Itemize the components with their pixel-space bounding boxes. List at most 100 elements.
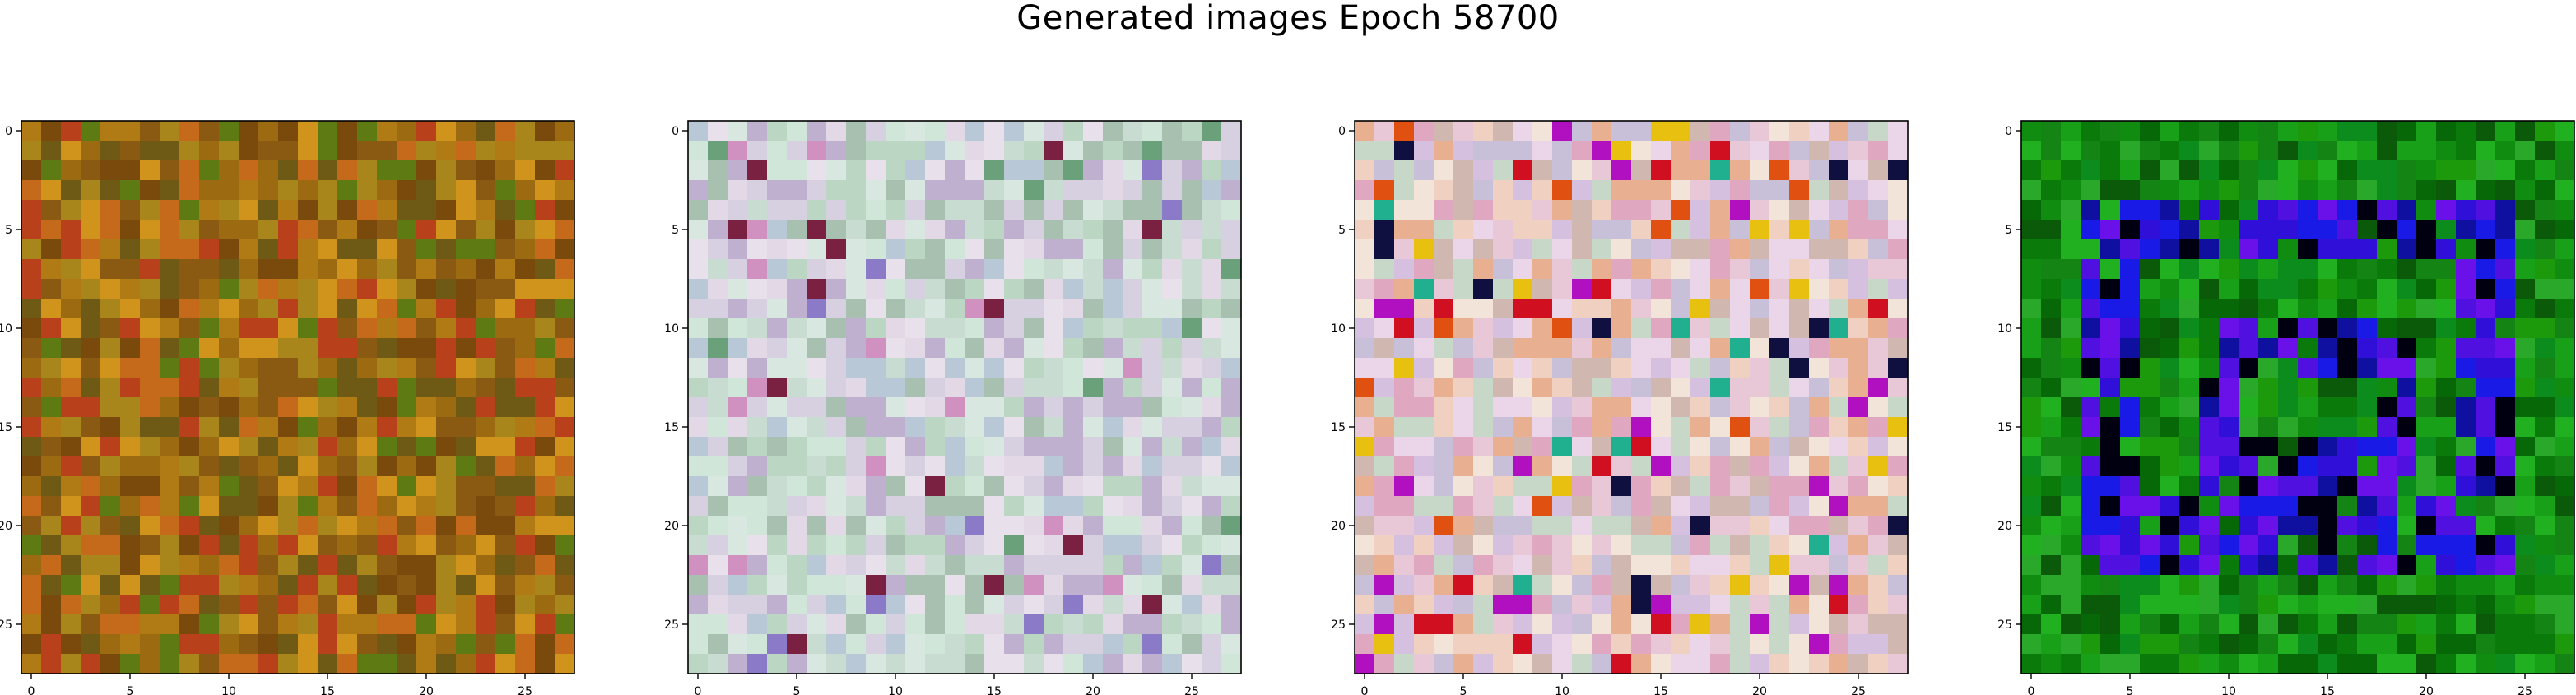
heatmap-cell — [239, 417, 259, 438]
heatmap-cell — [61, 299, 81, 319]
heatmap-cell — [41, 160, 62, 181]
heatmap-cell — [1809, 614, 1830, 635]
heatmap-cell — [397, 160, 417, 181]
heatmap-cell — [2160, 595, 2180, 615]
heatmap-cell — [1848, 654, 1869, 674]
heatmap-cell — [2495, 338, 2516, 359]
heatmap-cell — [2397, 496, 2417, 517]
heatmap-cell — [1473, 397, 1494, 418]
heatmap-cell — [1221, 220, 1242, 240]
heatmap-cell — [495, 378, 516, 398]
heatmap-cell — [476, 239, 496, 260]
heatmap-cell — [160, 259, 180, 280]
heatmap-cell — [1651, 614, 1672, 635]
heatmap-cell — [219, 516, 239, 536]
heatmap-cell — [1809, 476, 1830, 497]
heatmap-cell — [846, 555, 867, 576]
heatmap-cell — [2337, 141, 2358, 161]
heatmap-cell — [515, 180, 536, 201]
heatmap-cell — [965, 516, 985, 536]
heatmap-cell — [2041, 614, 2062, 635]
heatmap-cell — [2476, 180, 2496, 201]
heatmap-cell — [219, 555, 239, 576]
heatmap-cell — [2298, 141, 2318, 161]
heatmap-cell — [2179, 654, 2200, 674]
heatmap-cell — [1123, 456, 1143, 477]
heatmap-cell — [2100, 141, 2121, 161]
heatmap-cell — [555, 239, 575, 260]
heatmap-cell — [747, 279, 768, 299]
heatmap-cell — [1004, 358, 1025, 378]
heatmap-cell — [1374, 634, 1395, 655]
heatmap-cell — [905, 516, 926, 536]
heatmap-cell — [1414, 595, 1434, 615]
heatmap-cell — [2219, 476, 2239, 497]
heatmap-cell — [2357, 496, 2378, 517]
heatmap-cell — [945, 555, 965, 576]
heatmap-cell — [728, 496, 748, 517]
heatmap-cell — [747, 595, 768, 615]
heatmap-cell — [2357, 456, 2378, 477]
heatmap-cell — [436, 595, 457, 615]
heatmap-cell — [1789, 437, 1810, 457]
heatmap-cell — [2436, 180, 2457, 201]
heatmap-cell — [1513, 200, 1533, 220]
heatmap-cell — [1651, 338, 1672, 359]
heatmap-cell — [199, 456, 220, 477]
heatmap-cell — [1829, 417, 1849, 438]
heatmap-cell — [495, 121, 516, 141]
heatmap-cell — [1710, 239, 1731, 260]
heatmap-cell — [1769, 220, 1790, 240]
heatmap-cell — [2081, 358, 2101, 378]
heatmap-cell — [2397, 299, 2417, 319]
heatmap-cell — [2021, 220, 2042, 240]
heatmap-cell — [515, 318, 536, 339]
heatmap-cell — [1434, 555, 1454, 576]
heatmap-cell — [708, 121, 728, 141]
heatmap-cell — [1611, 259, 1632, 280]
heatmap-cell — [1690, 338, 1711, 359]
heatmap-cell — [807, 121, 827, 141]
heatmap-cell — [1355, 595, 1375, 615]
heatmap-cell — [199, 516, 220, 536]
heatmap-cell — [1162, 417, 1183, 438]
heatmap-cell — [2041, 496, 2062, 517]
heatmap-cell — [1730, 496, 1751, 517]
heatmap-cell — [767, 535, 788, 556]
heatmap-cell — [298, 595, 319, 615]
heatmap-cell — [886, 555, 906, 576]
heatmap-cell — [905, 634, 926, 655]
heatmap-cell — [1572, 180, 1593, 201]
heatmap-cell — [905, 437, 926, 457]
heatmap-cell — [2416, 358, 2437, 378]
heatmap-cell — [787, 535, 807, 556]
heatmap-cell — [2021, 437, 2042, 457]
heatmap-cell — [179, 575, 200, 595]
heatmap-cell — [1044, 555, 1064, 576]
heatmap-cell — [2081, 259, 2101, 280]
heatmap-cell — [2357, 259, 2378, 280]
heatmap-cell — [2140, 634, 2160, 655]
heatmap-cell — [1532, 555, 1553, 576]
heatmap-cell — [1493, 259, 1514, 280]
heatmap-cell — [2219, 595, 2239, 615]
heatmap-cell — [120, 535, 141, 556]
heatmap-cell — [2100, 614, 2121, 635]
heatmap-cell — [1513, 358, 1533, 378]
heatmap-cell — [179, 160, 200, 181]
heatmap-cell — [2160, 338, 2180, 359]
heatmap-cell — [1552, 121, 1573, 141]
heatmap-cell — [1572, 200, 1593, 220]
heatmap-cell — [1202, 535, 1222, 556]
heatmap-cell — [140, 239, 160, 260]
heatmap-cell — [1221, 634, 1242, 655]
heatmap-cell — [965, 279, 985, 299]
heatmap-cell — [984, 456, 1005, 477]
heatmap-cell — [2179, 555, 2200, 576]
heatmap-cell — [1374, 259, 1395, 280]
heatmap-cell — [846, 397, 867, 418]
heatmap-cell — [357, 397, 378, 418]
heatmap-cell — [1394, 654, 1415, 674]
heatmap-cell — [1532, 121, 1553, 141]
heatmap-cell — [1789, 535, 1810, 556]
